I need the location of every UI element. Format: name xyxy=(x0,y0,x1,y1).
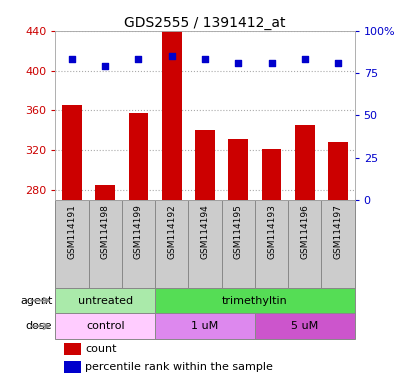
Point xyxy=(168,53,175,59)
Bar xyxy=(121,200,155,288)
Bar xyxy=(254,313,354,339)
Bar xyxy=(95,185,115,200)
Text: GSM114193: GSM114193 xyxy=(266,204,275,259)
Point xyxy=(301,56,307,63)
Text: GSM114191: GSM114191 xyxy=(67,204,76,259)
Bar xyxy=(64,343,81,355)
Bar xyxy=(62,105,82,200)
Bar xyxy=(221,200,254,288)
Text: GSM114192: GSM114192 xyxy=(167,204,176,259)
Point xyxy=(201,56,208,63)
Text: GSM114197: GSM114197 xyxy=(333,204,342,259)
Bar xyxy=(155,313,254,339)
Point xyxy=(69,56,75,63)
Text: 5 uM: 5 uM xyxy=(290,321,318,331)
Text: percentile rank within the sample: percentile rank within the sample xyxy=(85,362,272,372)
Bar xyxy=(188,200,221,288)
Text: GSM114195: GSM114195 xyxy=(233,204,242,259)
Text: trimethyltin: trimethyltin xyxy=(221,296,287,306)
Point xyxy=(135,56,142,63)
Bar xyxy=(55,313,155,339)
Bar xyxy=(294,125,314,200)
Bar xyxy=(321,200,354,288)
Point xyxy=(234,60,241,66)
Text: control: control xyxy=(86,321,124,331)
Text: GSM114199: GSM114199 xyxy=(134,204,143,259)
Bar xyxy=(195,130,214,200)
Text: GSM114196: GSM114196 xyxy=(299,204,308,259)
Bar xyxy=(88,200,121,288)
Text: untreated: untreated xyxy=(77,296,133,306)
Bar xyxy=(261,149,281,200)
Bar xyxy=(55,200,88,288)
Bar xyxy=(288,200,321,288)
Bar xyxy=(55,288,155,313)
Bar xyxy=(228,139,247,200)
Bar xyxy=(327,142,347,200)
Bar xyxy=(64,361,81,373)
Text: agent: agent xyxy=(20,296,52,306)
Text: GSM114198: GSM114198 xyxy=(101,204,110,259)
Point xyxy=(334,60,340,66)
Bar xyxy=(254,200,288,288)
Title: GDS2555 / 1391412_at: GDS2555 / 1391412_at xyxy=(124,16,285,30)
Bar xyxy=(128,113,148,200)
Point xyxy=(267,60,274,66)
Text: count: count xyxy=(85,344,117,354)
Bar xyxy=(162,31,181,200)
Text: 1 uM: 1 uM xyxy=(191,321,218,331)
Bar xyxy=(155,200,188,288)
Point xyxy=(102,63,108,69)
Text: GSM114194: GSM114194 xyxy=(200,204,209,259)
Text: dose: dose xyxy=(26,321,52,331)
Bar xyxy=(155,288,354,313)
